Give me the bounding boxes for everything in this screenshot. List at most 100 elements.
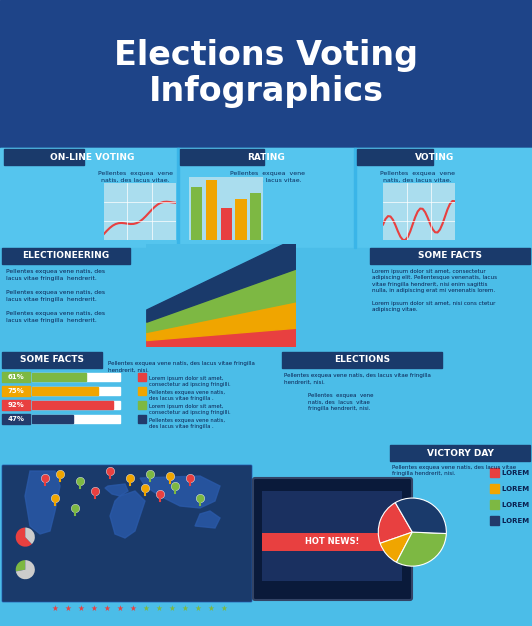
Text: ★: ★	[117, 603, 123, 612]
Text: LOREM IPSUM: LOREM IPSUM	[502, 470, 532, 476]
Text: Pellentes  exquea  vene
natis, des lacus vitae.: Pellentes exquea vene natis, des lacus v…	[97, 171, 172, 183]
Text: ★: ★	[207, 603, 214, 612]
Text: Pellentes exquea vene natis, des lacus vitae
fringilla hendrerit, nisi.: Pellentes exquea vene natis, des lacus v…	[392, 465, 516, 476]
Wedge shape	[16, 560, 26, 572]
Text: Pellentes  exquea  vene
natis, des  lacus  vitae
fringilla hendrerit, nisi.: Pellentes exquea vene natis, des lacus v…	[308, 393, 373, 411]
Text: Pellentes exquea vene natis,
des lacus vitae fringilla .: Pellentes exquea vene natis, des lacus v…	[149, 418, 225, 429]
Polygon shape	[195, 511, 220, 528]
Polygon shape	[105, 484, 128, 496]
Text: Infographics: Infographics	[148, 76, 384, 108]
Text: Pellentes  exquea  vene
natis, des lacus vitae.: Pellentes exquea vene natis, des lacus v…	[379, 171, 454, 183]
Bar	[32, 401, 113, 409]
Text: ★: ★	[181, 603, 188, 612]
Bar	[205, 180, 217, 240]
Bar	[138, 401, 146, 409]
Text: LOREM IPSUM: LOREM IPSUM	[502, 518, 532, 524]
Bar	[2, 414, 30, 424]
Bar	[490, 500, 499, 509]
Bar	[138, 387, 146, 395]
Text: 62%: 62%	[8, 546, 26, 555]
Wedge shape	[26, 528, 35, 544]
Bar	[370, 248, 530, 264]
Text: ★: ★	[195, 603, 202, 612]
Text: Lorem ipsum dolor sit amet,
consectetur ad ipscing fringilli.: Lorem ipsum dolor sit amet, consectetur …	[149, 404, 231, 415]
Polygon shape	[140, 476, 220, 508]
Text: 61%: 61%	[7, 374, 24, 380]
Bar	[32, 415, 120, 423]
Text: ELECTIONS: ELECTIONS	[334, 356, 390, 364]
Bar	[0, 358, 532, 438]
Bar	[262, 491, 402, 581]
Text: VOTING: VOTING	[415, 153, 455, 162]
Bar	[282, 352, 442, 368]
Bar	[32, 401, 120, 409]
Bar	[490, 484, 499, 493]
Text: Pellentes exquea vene natis, des lacus vitae fringilla
hendrerit, nisi.: Pellentes exquea vene natis, des lacus v…	[284, 373, 431, 384]
Wedge shape	[395, 498, 446, 533]
Wedge shape	[380, 532, 412, 562]
Text: LOREM IPSUM: LOREM IPSUM	[502, 486, 532, 492]
Polygon shape	[25, 471, 60, 534]
FancyBboxPatch shape	[2, 465, 252, 602]
Text: SOME FACTS: SOME FACTS	[20, 356, 84, 364]
Bar	[357, 149, 433, 165]
Bar	[32, 387, 120, 395]
Text: LOREM IPSUM: LOREM IPSUM	[502, 502, 532, 508]
Bar	[32, 387, 98, 395]
Bar	[4, 149, 84, 165]
Text: 92%: 92%	[7, 402, 24, 408]
Bar	[2, 386, 30, 396]
Bar	[262, 533, 402, 551]
Bar	[490, 516, 499, 525]
Bar	[180, 149, 264, 165]
Wedge shape	[16, 528, 32, 546]
Bar	[0, 248, 532, 358]
Text: ★: ★	[52, 603, 59, 612]
Bar	[2, 400, 30, 410]
FancyBboxPatch shape	[253, 478, 412, 600]
Bar	[32, 373, 86, 381]
Text: ★: ★	[143, 603, 149, 612]
Text: ON-LINE VOTING: ON-LINE VOTING	[50, 153, 134, 162]
Bar	[0, 148, 532, 626]
Text: 75%: 75%	[7, 388, 24, 394]
Bar	[2, 352, 102, 368]
Bar	[32, 373, 120, 381]
Bar	[2, 248, 130, 264]
Text: ★: ★	[64, 603, 71, 612]
Text: Lorem ipsum dolor sit amet,
consectetur ad ipscing fringilli.: Lorem ipsum dolor sit amet, consectetur …	[149, 376, 231, 387]
Bar	[490, 468, 499, 477]
Text: 47%: 47%	[7, 416, 24, 422]
Bar	[138, 373, 146, 381]
Bar	[0, 436, 532, 626]
Text: SOME FACTS: SOME FACTS	[418, 252, 482, 260]
Text: 28%: 28%	[8, 567, 26, 575]
Wedge shape	[396, 532, 446, 566]
Text: ★: ★	[221, 603, 228, 612]
Text: ★: ★	[104, 603, 111, 612]
Bar	[0, 148, 532, 248]
Bar	[250, 193, 262, 240]
Bar	[32, 415, 73, 423]
Text: Pellentes  exquea  vene
natis, des lacus vitae.: Pellentes exquea vene natis, des lacus v…	[229, 171, 304, 183]
Text: Lorem ipsum dolor sit amet, consectetur
adipiscing elit. Pellentesque venenatis,: Lorem ipsum dolor sit amet, consectetur …	[372, 269, 497, 312]
Bar	[354, 148, 356, 248]
Text: ★: ★	[90, 603, 97, 612]
Text: ELECTIONEERING: ELECTIONEERING	[22, 252, 110, 260]
Bar	[190, 187, 202, 240]
Wedge shape	[378, 503, 412, 543]
Wedge shape	[16, 560, 35, 579]
Text: VICTORY DAY: VICTORY DAY	[427, 448, 494, 458]
Text: ★: ★	[130, 603, 136, 612]
Text: ★: ★	[155, 603, 162, 612]
Bar	[390, 445, 530, 461]
Text: Pellentes exquea vene natis,
des lacus vitae fringilla .: Pellentes exquea vene natis, des lacus v…	[149, 390, 225, 401]
Text: Elections Voting: Elections Voting	[114, 39, 418, 73]
Bar	[2, 372, 30, 382]
Text: Pellentes exquea vene natis, des lacus vitae fringilla
hendrerit, nisi.: Pellentes exquea vene natis, des lacus v…	[108, 361, 255, 372]
Polygon shape	[110, 491, 145, 538]
Bar	[220, 208, 231, 240]
Bar	[0, 0, 532, 148]
Text: ★: ★	[78, 603, 85, 612]
Text: ★: ★	[169, 603, 176, 612]
